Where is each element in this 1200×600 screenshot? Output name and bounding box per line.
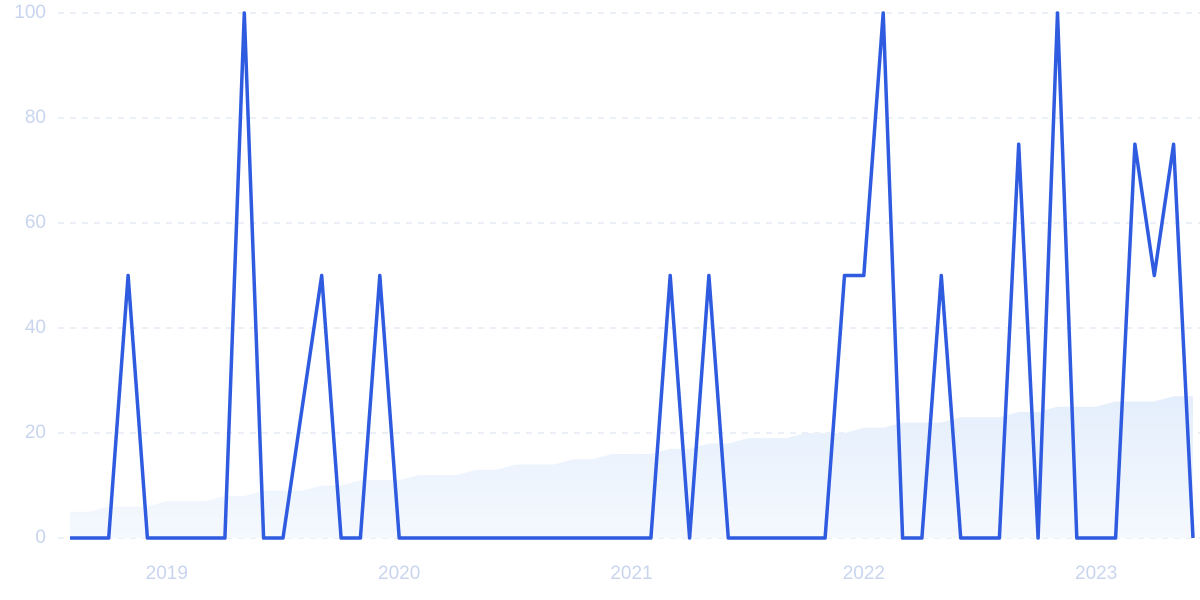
- x-tick-label: 2022: [843, 563, 885, 584]
- y-tick-label: 20: [25, 422, 46, 443]
- line: [70, 11, 1195, 540]
- x-tick-label: 2019: [146, 563, 188, 584]
- y-tick-label: 80: [25, 107, 46, 128]
- y-tick-label: 60: [25, 212, 46, 233]
- y-tick-label: 0: [35, 527, 46, 548]
- y-tick-label: 100: [14, 2, 46, 23]
- x-tick-label: 2021: [610, 563, 652, 584]
- x-tick-label: 2020: [378, 563, 420, 584]
- x-tick-label: 2023: [1075, 563, 1117, 584]
- y-tick-label: 40: [25, 317, 46, 338]
- trend-area: [70, 396, 1193, 538]
